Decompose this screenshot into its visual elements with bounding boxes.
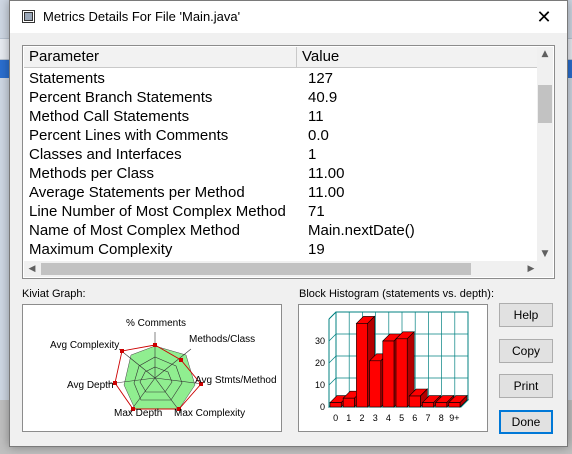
- parameter-cell: Classes and Interfaces: [29, 146, 182, 163]
- scroll-corner: [537, 261, 553, 277]
- histogram-gridline: [328, 355, 337, 364]
- parameter-cell: Line Number of Most Complex Method: [29, 203, 286, 220]
- close-icon: ✕: [536, 6, 552, 28]
- table-row[interactable]: Statements 127: [24, 69, 539, 88]
- metrics-table[interactable]: Parameter Value Statements 127 Percent Bra…: [22, 45, 555, 279]
- column-header-parameter[interactable]: Parameter: [24, 47, 297, 67]
- kiviat-ring-outer: [133, 356, 183, 401]
- histogram-gridline: [328, 377, 337, 386]
- histogram-bar: [395, 338, 408, 408]
- kiviat-value-markers: [113, 343, 203, 411]
- histogram-bar: [382, 340, 395, 408]
- vertical-scroll-thumb[interactable]: [538, 85, 552, 123]
- done-button[interactable]: Done: [499, 410, 553, 434]
- y-tick-label: 0: [320, 402, 325, 412]
- histogram-bar: [435, 402, 448, 408]
- value-cell: 71: [308, 203, 325, 220]
- value-cell: 1: [308, 146, 317, 163]
- table-row[interactable]: Method Call Statements 11: [24, 107, 539, 126]
- y-tick-label: 20: [315, 358, 325, 368]
- x-tick-label: 7: [425, 413, 430, 423]
- kiviat-axis-label: Avg Stmts/Method: [195, 375, 277, 386]
- block-histogram: 0 10 20 30 0 1 2 3 4 5 6 7 8 9+: [298, 304, 488, 432]
- parameter-cell: Percent Branch Statements: [29, 89, 213, 106]
- table-row[interactable]: Line Number of Most Complex Method 71: [24, 202, 539, 221]
- value-cell: 0.0: [308, 127, 329, 144]
- title-bar: Metrics Details For File 'Main.java' ✕: [10, 1, 567, 33]
- histogram-bar: [369, 360, 382, 408]
- histogram-bar: [342, 397, 355, 408]
- column-header-value[interactable]: Value: [297, 47, 539, 67]
- print-button[interactable]: Print: [499, 374, 553, 398]
- kiviat-axis-label: Max Depth: [114, 408, 163, 419]
- y-tick-label: 30: [315, 336, 325, 346]
- histogram-bar: [422, 402, 434, 408]
- kiviat-ring-inner: [139, 366, 173, 393]
- block-histogram-label: Block Histogram (statements vs. depth):: [299, 288, 495, 300]
- parameter-cell: Statements: [29, 70, 105, 87]
- app-window-icon: [22, 10, 35, 23]
- help-button[interactable]: Help: [499, 303, 553, 327]
- kiviat-fill: [123, 345, 196, 410]
- parameter-cell: Percent Lines with Comments: [29, 127, 229, 144]
- value-cell: 19: [308, 241, 325, 258]
- horizontal-scrollbar[interactable]: ◀ ▶: [24, 261, 539, 277]
- value-cell: 40.9: [308, 89, 338, 106]
- table-row[interactable]: Percent Lines with Comments 0.0: [24, 126, 539, 145]
- histogram-bar: [329, 402, 342, 408]
- y-tick-label: 10: [315, 380, 325, 390]
- kiviat-graph-svg: [106, 332, 204, 414]
- parameter-cell: Method Call Statements: [29, 108, 190, 125]
- histogram-bar: [356, 323, 368, 408]
- x-tick-label: 1: [346, 413, 351, 423]
- kiviat-graph-label: Kiviat Graph:: [22, 288, 86, 300]
- close-button[interactable]: ✕: [521, 1, 567, 33]
- vertical-scrollbar[interactable]: ▲ ▼: [537, 47, 553, 261]
- scroll-down-arrow-icon[interactable]: ▼: [541, 249, 549, 259]
- kiviat-axis-label: % Comments: [126, 318, 187, 329]
- parameter-cell: Maximum Complexity: [29, 241, 173, 258]
- kiviat-axis-label: Methods/Class: [189, 334, 256, 345]
- x-tick-label: 2: [359, 413, 364, 423]
- histogram-gridline: [328, 311, 337, 320]
- kiviat-axis-label: Avg Complexity: [50, 340, 120, 351]
- x-tick-label: 5: [399, 413, 404, 423]
- copy-button[interactable]: Copy: [499, 339, 553, 363]
- histogram-bar: [408, 395, 421, 408]
- x-tick-label: 3: [373, 413, 378, 423]
- kiviat-graph: % Comments Methods/Class Avg Stmts/Metho…: [22, 304, 282, 432]
- scroll-left-arrow-icon[interactable]: ◀: [28, 264, 36, 274]
- histogram-bar: [448, 402, 461, 408]
- horizontal-scroll-thumb[interactable]: [41, 263, 471, 275]
- x-tick-label: 9+: [449, 413, 459, 423]
- table-row[interactable]: Maximum Complexity 19: [24, 240, 539, 259]
- kiviat-axis-label: Max Complexity: [174, 408, 246, 419]
- parameter-cell: Name of Most Complex Method: [29, 222, 240, 239]
- x-tick-label: 6: [412, 413, 417, 423]
- metrics-dialog: Metrics Details For File 'Main.java' ✕ P…: [9, 0, 568, 447]
- parameter-cell: Average Statements per Method: [29, 184, 245, 201]
- value-cell: Main.nextDate(): [308, 222, 415, 239]
- kiviat-value-line: [114, 344, 202, 410]
- value-cell: 11: [308, 108, 324, 125]
- table-header: Parameter Value: [24, 47, 539, 68]
- value-cell: 127: [308, 70, 334, 87]
- table-row[interactable]: Classes and Interfaces 1: [24, 145, 539, 164]
- value-cell: 11.00: [308, 184, 345, 201]
- x-tick-label: 0: [333, 413, 338, 423]
- value-cell: 11.00: [308, 165, 345, 182]
- kiviat-axis-label: Avg Depth: [67, 380, 114, 391]
- scroll-right-arrow-icon[interactable]: ▶: [527, 264, 535, 274]
- parameter-cell: Methods per Class: [29, 165, 155, 182]
- scroll-up-arrow-icon[interactable]: ▲: [541, 49, 549, 59]
- window-title: Metrics Details For File 'Main.java': [43, 9, 241, 24]
- table-row[interactable]: Methods per Class 11.00: [24, 164, 539, 183]
- x-tick-label: 4: [386, 413, 391, 423]
- table-row[interactable]: Name of Most Complex Method Main.nextDate…: [24, 221, 539, 240]
- table-row[interactable]: Average Statements per Method 11.00: [24, 183, 539, 202]
- table-row[interactable]: Percent Branch Statements 40.9: [24, 88, 539, 107]
- x-tick-label: 8: [439, 413, 444, 423]
- histogram-gridline: [328, 333, 337, 342]
